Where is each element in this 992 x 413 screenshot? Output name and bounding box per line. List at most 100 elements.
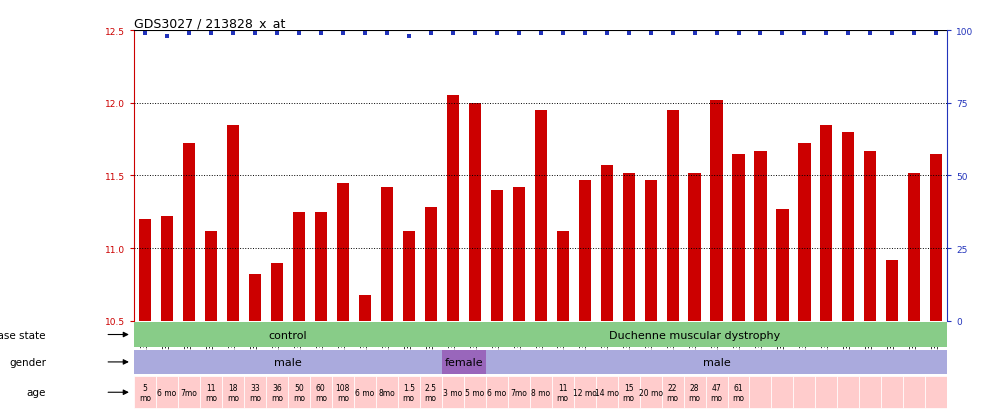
Bar bbox=[227, 125, 239, 321]
Point bbox=[181, 31, 196, 37]
Bar bbox=[403, 231, 415, 321]
Bar bbox=[441, 323, 947, 347]
Bar bbox=[222, 376, 244, 408]
Bar bbox=[645, 180, 657, 321]
Point bbox=[708, 31, 724, 37]
Bar bbox=[794, 376, 815, 408]
Point bbox=[401, 33, 417, 40]
Bar bbox=[331, 376, 354, 408]
Bar bbox=[799, 144, 810, 321]
Point bbox=[533, 31, 549, 37]
Bar bbox=[552, 376, 573, 408]
Bar bbox=[705, 376, 727, 408]
Point bbox=[423, 31, 438, 37]
Bar bbox=[595, 376, 618, 408]
Point bbox=[357, 31, 373, 37]
Text: Duchenne muscular dystrophy: Duchenne muscular dystrophy bbox=[609, 330, 780, 339]
Bar bbox=[354, 376, 376, 408]
Point bbox=[335, 31, 351, 37]
Text: 18
mo: 18 mo bbox=[227, 382, 239, 402]
Point bbox=[840, 31, 856, 37]
Bar bbox=[271, 263, 283, 321]
Point bbox=[489, 31, 505, 37]
Point bbox=[885, 31, 901, 37]
Bar bbox=[909, 173, 921, 321]
Text: control: control bbox=[269, 330, 308, 339]
Bar bbox=[446, 96, 458, 321]
Bar bbox=[425, 208, 436, 321]
Bar bbox=[336, 183, 349, 321]
Bar bbox=[463, 376, 486, 408]
Point bbox=[797, 31, 812, 37]
Text: 3 mo: 3 mo bbox=[443, 388, 462, 397]
Text: 15
mo: 15 mo bbox=[623, 382, 635, 402]
Text: 6 mo: 6 mo bbox=[355, 388, 374, 397]
Point bbox=[576, 31, 592, 37]
Point bbox=[907, 31, 923, 37]
Point bbox=[291, 31, 307, 37]
Bar bbox=[134, 350, 441, 374]
Bar bbox=[864, 151, 877, 321]
Bar bbox=[376, 376, 398, 408]
Text: 5
mo: 5 mo bbox=[139, 382, 151, 402]
Point bbox=[444, 31, 460, 37]
Point bbox=[467, 31, 483, 37]
Bar bbox=[381, 188, 393, 321]
Text: 108
mo: 108 mo bbox=[335, 382, 350, 402]
Text: disease state: disease state bbox=[0, 330, 46, 339]
Text: 11
mo: 11 mo bbox=[205, 382, 217, 402]
Bar bbox=[926, 376, 947, 408]
Bar bbox=[314, 212, 326, 321]
Point bbox=[665, 31, 681, 37]
Text: 12 mo: 12 mo bbox=[572, 388, 596, 397]
Bar bbox=[557, 231, 568, 321]
Bar bbox=[777, 209, 789, 321]
Text: 61
mo: 61 mo bbox=[732, 382, 745, 402]
Text: female: female bbox=[444, 357, 483, 367]
Bar bbox=[535, 111, 547, 321]
Bar bbox=[930, 154, 942, 321]
Point bbox=[643, 31, 659, 37]
Bar bbox=[288, 376, 310, 408]
Bar bbox=[486, 376, 508, 408]
Bar bbox=[904, 376, 926, 408]
Text: 8mo: 8mo bbox=[378, 388, 395, 397]
Bar bbox=[139, 219, 151, 321]
Bar bbox=[199, 376, 222, 408]
Bar bbox=[420, 376, 441, 408]
Text: 50
mo: 50 mo bbox=[293, 382, 305, 402]
Bar bbox=[156, 376, 178, 408]
Bar bbox=[249, 275, 261, 321]
Bar bbox=[310, 376, 331, 408]
Point bbox=[730, 31, 746, 37]
Point bbox=[137, 31, 153, 37]
Point bbox=[753, 31, 769, 37]
Bar bbox=[618, 376, 640, 408]
Bar bbox=[578, 180, 590, 321]
Text: 8 mo: 8 mo bbox=[531, 388, 551, 397]
Text: age: age bbox=[27, 387, 46, 397]
Bar bbox=[815, 376, 837, 408]
Text: 60
mo: 60 mo bbox=[314, 382, 326, 402]
Bar bbox=[573, 376, 595, 408]
Point bbox=[555, 31, 570, 37]
Bar bbox=[623, 173, 635, 321]
Text: male: male bbox=[702, 357, 730, 367]
Point bbox=[203, 31, 219, 37]
Bar bbox=[688, 173, 700, 321]
Point bbox=[159, 33, 175, 40]
Text: 14 mo: 14 mo bbox=[594, 388, 619, 397]
Bar bbox=[178, 376, 199, 408]
Bar bbox=[882, 376, 904, 408]
Point bbox=[269, 31, 285, 37]
Text: 20 mo: 20 mo bbox=[639, 388, 663, 397]
Bar bbox=[640, 376, 662, 408]
Text: 2.5
mo: 2.5 mo bbox=[425, 382, 436, 402]
Bar bbox=[727, 376, 750, 408]
Bar bbox=[359, 295, 371, 321]
Point bbox=[247, 31, 263, 37]
Bar bbox=[755, 151, 767, 321]
Bar bbox=[134, 376, 156, 408]
Bar bbox=[486, 350, 947, 374]
Bar bbox=[710, 101, 722, 321]
